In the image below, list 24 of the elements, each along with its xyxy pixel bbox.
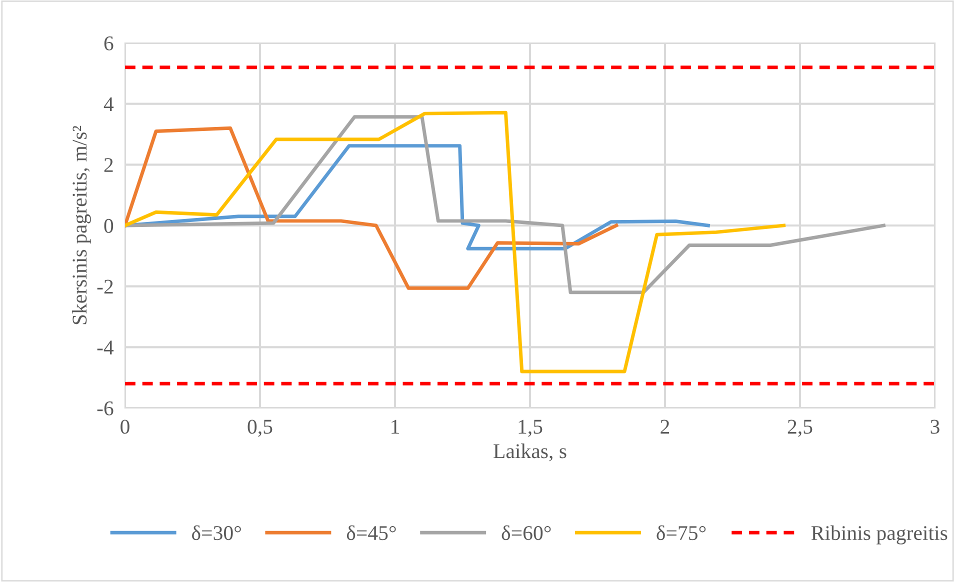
y-tick-label: -2 xyxy=(97,280,113,294)
line-series xyxy=(125,126,618,290)
x-tick-label: 0 xyxy=(120,420,130,434)
x-tick-label: 0,5 xyxy=(248,420,272,437)
y-tick-label: -4 xyxy=(97,340,114,354)
x-tick-label: 2,5 xyxy=(788,420,812,437)
legend-label: δ=30° xyxy=(192,525,241,540)
y-tick-label: 2 xyxy=(104,158,113,172)
y-tick-label: 6 xyxy=(104,36,114,50)
x-tick-label: 2 xyxy=(660,420,670,434)
x-tick-label: 1,5 xyxy=(518,420,542,437)
y-tick-label: 0 xyxy=(104,218,114,233)
legend-label: δ=75° xyxy=(656,525,706,540)
y-tick-label: 4 xyxy=(104,97,114,112)
line-series xyxy=(125,115,886,294)
x-tick-label: 3 xyxy=(930,420,940,434)
y-axis-title: Skersinis pagreitis, m/s² xyxy=(72,126,91,324)
line-series xyxy=(125,110,786,374)
x-axis-title: Laikas, s xyxy=(494,444,566,462)
y-tick-label: -6 xyxy=(97,401,114,416)
legend-label: Ribinis pagreitis xyxy=(811,525,948,544)
x-tick-label: 1 xyxy=(392,420,399,434)
legend-label: δ=45° xyxy=(346,525,396,540)
legend-label: δ=60° xyxy=(502,525,551,540)
